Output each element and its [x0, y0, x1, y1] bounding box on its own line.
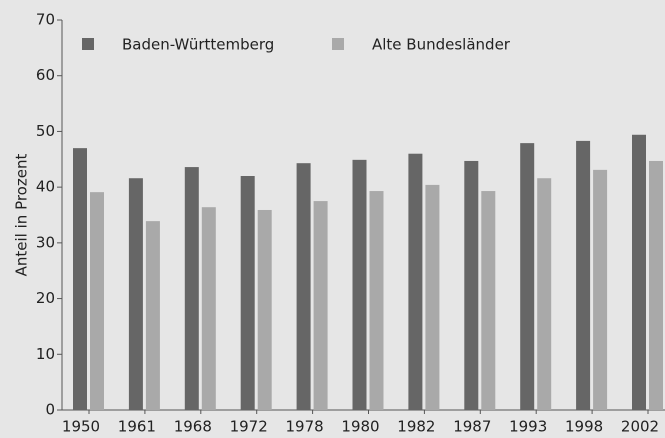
- y-tick-label: 30: [36, 233, 55, 251]
- x-tick-label: 1980: [341, 418, 379, 436]
- y-tick-label: 20: [36, 289, 55, 307]
- bar: [425, 184, 440, 410]
- x-tick-label: 1978: [286, 418, 324, 436]
- y-tick-label: 40: [36, 178, 55, 196]
- x-tick-label: 1987: [453, 418, 491, 436]
- y-tick-label: 0: [45, 401, 55, 419]
- bar: [313, 201, 328, 410]
- bar: [90, 192, 104, 410]
- x-tick-label: 1972: [230, 418, 268, 436]
- bar: [593, 169, 608, 410]
- x-tick-label: 2002: [621, 418, 659, 436]
- x-tick-label: 1961: [118, 418, 156, 436]
- bar: [632, 134, 646, 410]
- bar: [464, 160, 479, 410]
- x-tick-label: 1993: [509, 418, 547, 436]
- bar: [537, 178, 552, 410]
- bar: [649, 160, 663, 410]
- x-tick-label: 1950: [62, 418, 100, 436]
- bar: [408, 153, 423, 410]
- bar: [520, 143, 535, 410]
- legend-label: Alte Bundesländer: [372, 36, 511, 54]
- bar: [296, 163, 311, 410]
- legend-label: Baden-Württemberg: [122, 36, 274, 54]
- bar: [184, 167, 199, 410]
- bar: [240, 176, 255, 410]
- y-tick-label: 60: [36, 66, 55, 84]
- y-axis-label: Anteil in Prozent: [13, 154, 31, 277]
- bar: [201, 207, 216, 410]
- x-tick-label: 1982: [397, 418, 435, 436]
- bar: [128, 178, 143, 410]
- bar: [73, 148, 87, 410]
- bar: [369, 191, 384, 410]
- bar: [576, 140, 591, 410]
- bar: [145, 221, 160, 410]
- bar: [352, 159, 367, 410]
- bar: [257, 209, 272, 410]
- x-tick-label: 1968: [174, 418, 212, 436]
- y-tick-label: 50: [36, 122, 55, 140]
- bar: [481, 191, 496, 410]
- x-tick-label: 1998: [565, 418, 603, 436]
- legend-swatch: [332, 38, 344, 50]
- y-tick-label: 70: [36, 11, 55, 29]
- y-tick-label: 10: [36, 345, 55, 363]
- legend-swatch: [82, 38, 94, 50]
